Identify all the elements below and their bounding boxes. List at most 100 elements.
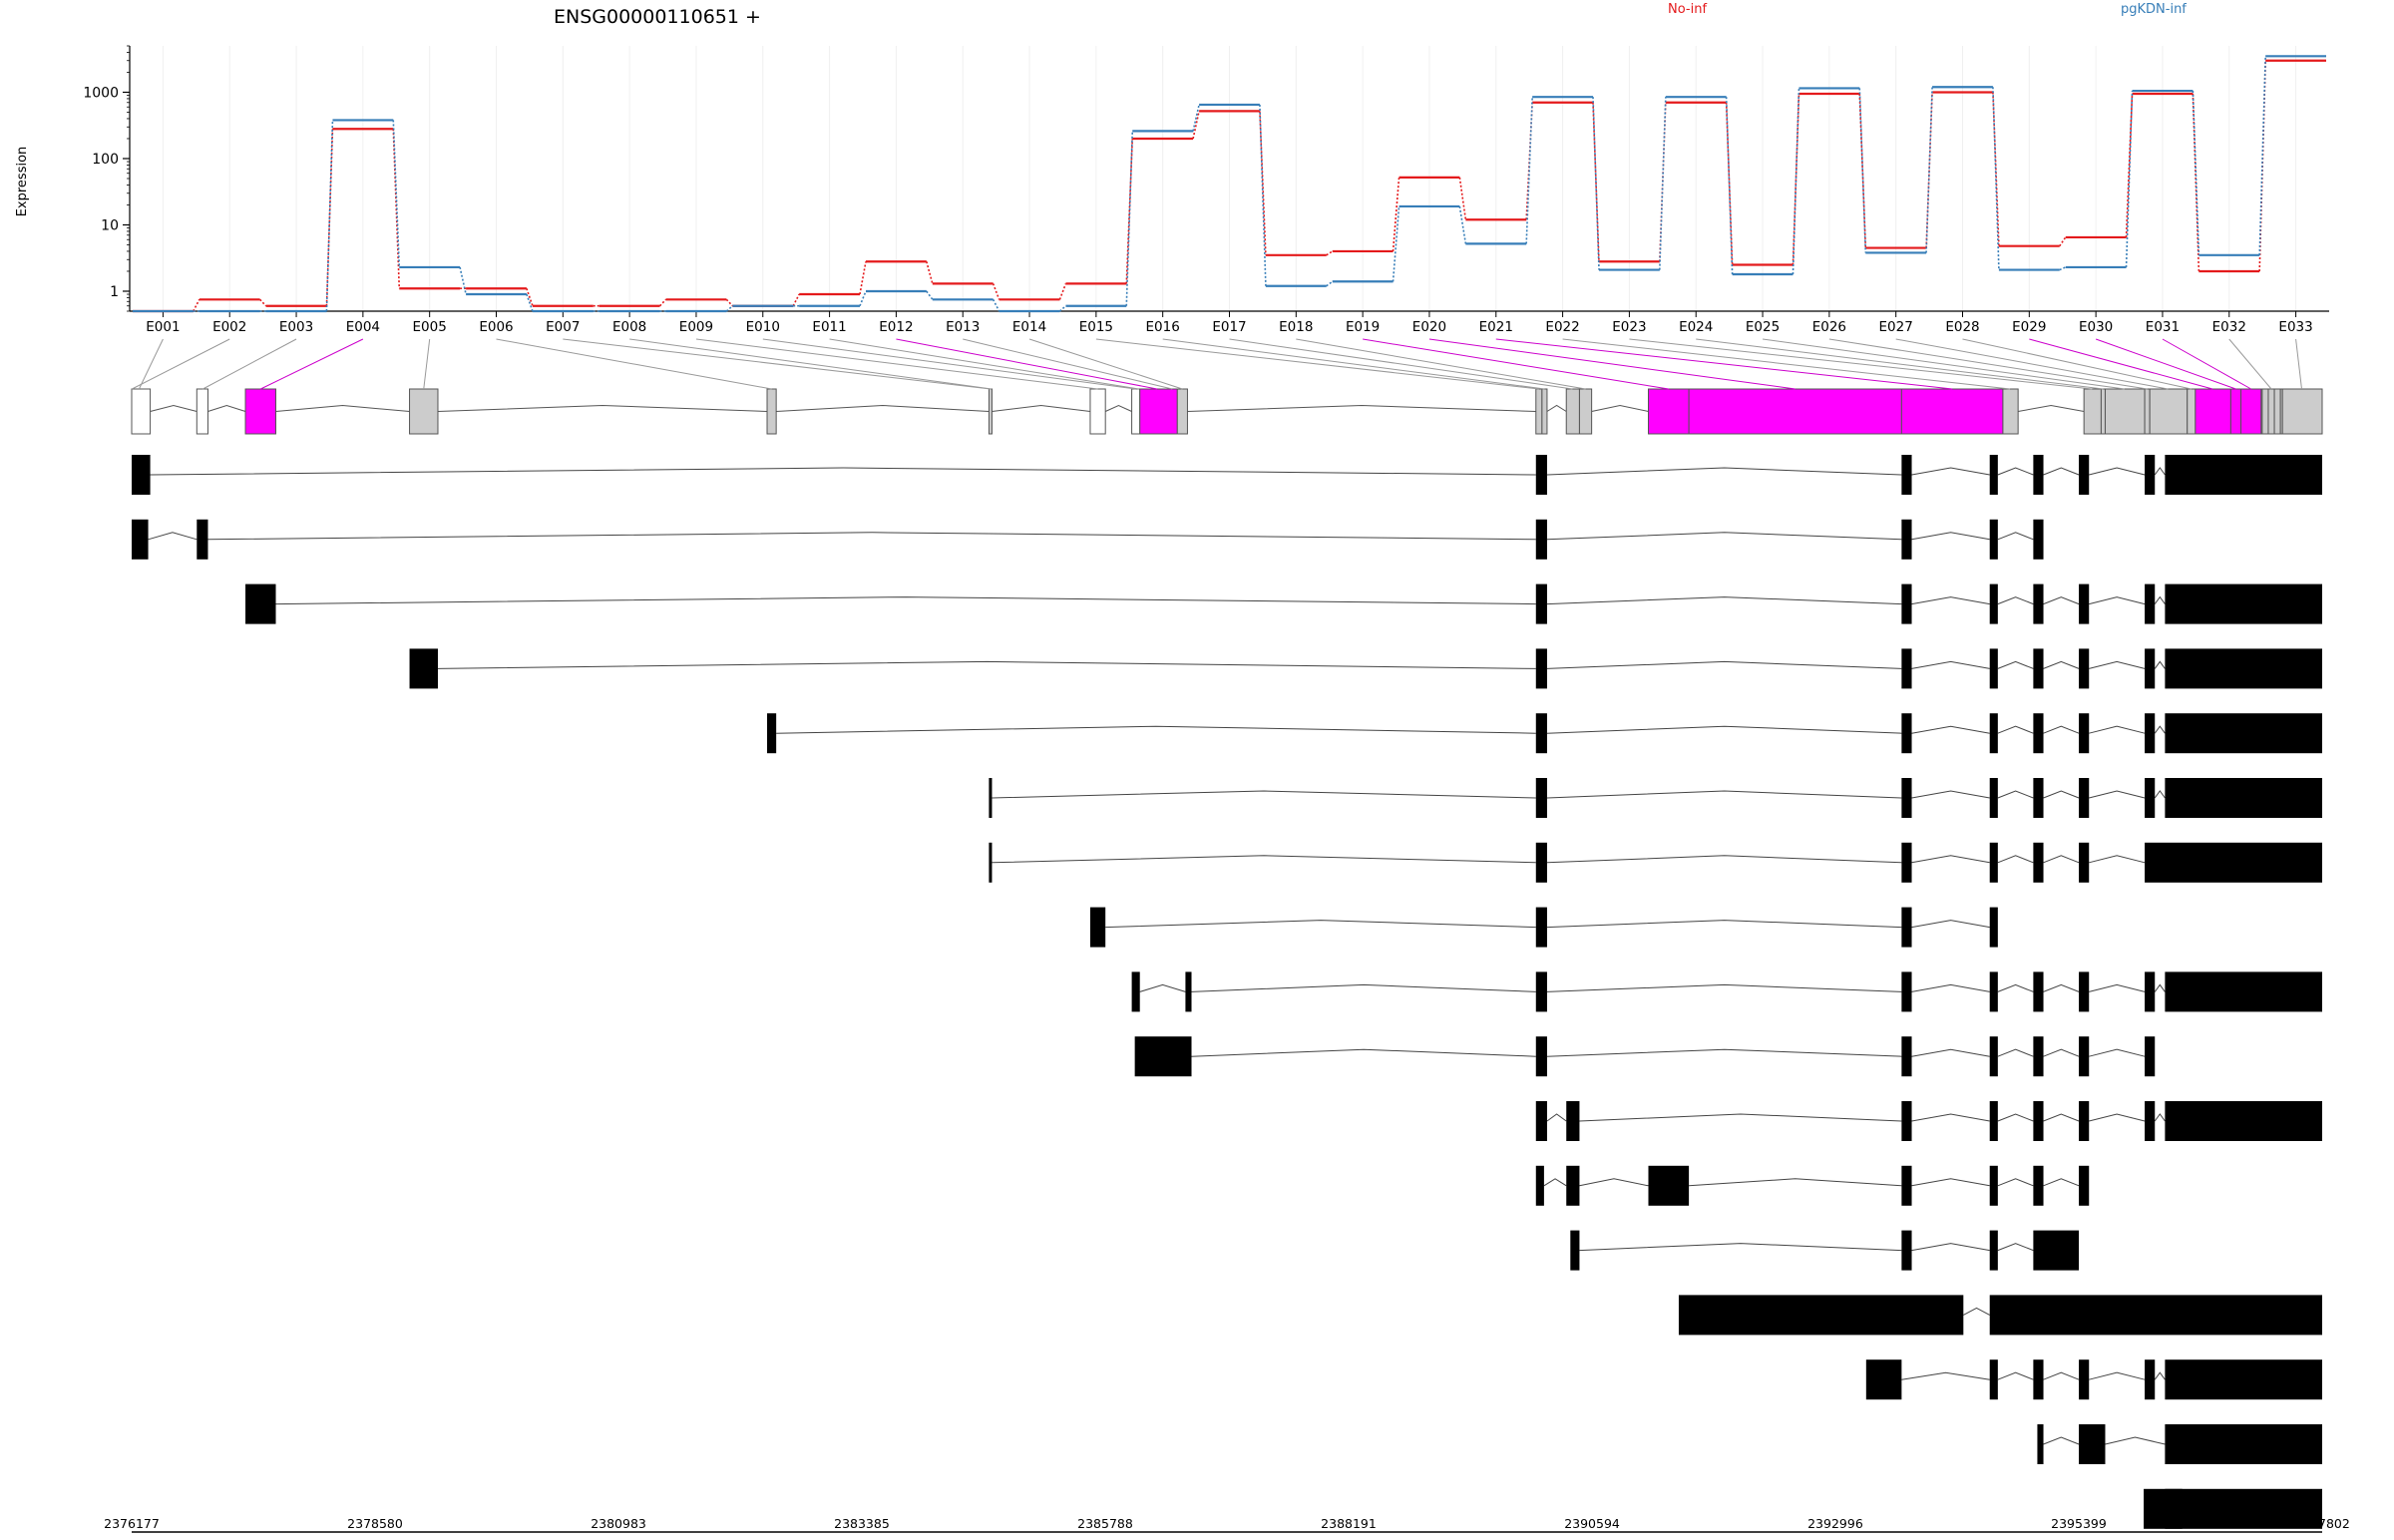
exon-connector-e013 <box>963 338 1173 390</box>
transcript-exon <box>2079 583 2090 624</box>
transcript-exon <box>2165 1488 2322 1529</box>
transcript-intron <box>1546 596 1902 605</box>
transcript-intron <box>1911 1243 1990 1252</box>
transcript-exon <box>1989 1165 1998 1206</box>
exon-box-e006 <box>988 388 993 435</box>
transcript-intron <box>2089 596 2146 605</box>
transcript-track-15 <box>1865 1359 2322 1400</box>
transcript-intron <box>148 532 198 541</box>
series-connector <box>1326 250 1334 256</box>
transcript-exon <box>767 713 777 754</box>
transcript-intron <box>1997 1048 2034 1057</box>
x-tick-label-e013: E013 <box>946 319 980 335</box>
transcript-exon <box>1989 519 1998 560</box>
transcript-exon <box>2079 1036 2090 1077</box>
transcript-intron <box>437 660 1536 669</box>
transcript-exon <box>1535 519 1547 560</box>
genome-tick-label: 2390594 <box>1564 1516 1620 1531</box>
genome-tick-label: 2380983 <box>591 1516 646 1531</box>
series-connector <box>1858 88 1867 253</box>
transcript-intron <box>1911 596 1990 605</box>
transcript-exon <box>1566 1101 1580 1141</box>
x-tick-label-e032: E032 <box>2212 319 2246 335</box>
transcript-intron <box>1546 467 1902 476</box>
transcript-intron <box>1546 660 1902 669</box>
exon-box-e005 <box>766 388 777 435</box>
exon-connector-e024 <box>1696 338 2104 390</box>
series-connector <box>926 290 934 300</box>
transcript-exon <box>2033 1359 2044 1400</box>
exon-connector-e015 <box>1095 338 1539 390</box>
transcript-track-2 <box>132 519 2044 560</box>
exon-box-e009 <box>1139 388 1178 435</box>
y-tick-label: 100 <box>92 152 119 168</box>
series-connector <box>193 298 200 312</box>
transcript-exon <box>2145 1101 2156 1141</box>
exon-box-e007 <box>1089 388 1106 435</box>
transcript-exon <box>1901 583 1912 624</box>
series-connector <box>1792 88 1800 275</box>
exon-connector-e010 <box>762 338 1136 390</box>
transcript-exon <box>2165 1359 2322 1400</box>
exon-box-e018 <box>2002 388 2019 435</box>
transcript-exon <box>1989 778 1998 818</box>
transcript-exon <box>1535 778 1547 818</box>
series-connector <box>1592 97 1600 270</box>
transcript-exon <box>1535 842 1547 883</box>
series-connector <box>926 261 934 284</box>
genome-tick-label: 2385788 <box>1077 1516 1133 1531</box>
exon-connector-e006 <box>496 338 772 390</box>
series-connector <box>1792 93 1800 265</box>
transcript-exon <box>1535 971 1547 1012</box>
exon-box-e026 <box>2229 388 2242 435</box>
series-connector <box>392 120 401 267</box>
transcript-intron <box>2154 595 2166 604</box>
exon-box-e013 <box>1565 388 1580 435</box>
transcript-intron <box>2154 790 2166 799</box>
series-connector <box>1659 97 1667 270</box>
transcript-exon <box>2145 842 2322 883</box>
transcript-track-6 <box>989 778 2322 818</box>
exon-connector-e008 <box>629 338 993 390</box>
series-connector <box>992 298 1000 312</box>
y-tick-label: 1 <box>110 284 119 300</box>
transcript-exon <box>2079 713 2090 754</box>
exon-box-e031 <box>2273 388 2281 435</box>
transcript-exon <box>2033 1230 2080 1271</box>
transcript-track-4 <box>409 648 2322 689</box>
transcript-track-16 <box>2037 1424 2322 1464</box>
transcript-intron <box>2043 1113 2080 1122</box>
axes: 1 10 100 1000 E001 E002 E003 E004 E005 E006 E007 E0… <box>83 45 2329 335</box>
exon-box-e027 <box>2240 388 2262 435</box>
series-lines <box>133 55 2326 313</box>
transcript-intron <box>2154 983 2166 992</box>
x-tick-label-e008: E008 <box>612 319 646 335</box>
transcript-intron <box>1579 1113 1902 1122</box>
exon-box-e001 <box>131 388 152 435</box>
exon-map-intron <box>150 404 198 412</box>
transcript-intron <box>2105 1436 2166 1445</box>
transcript-exon <box>2079 1165 2090 1206</box>
exon-box-e030 <box>2267 388 2275 435</box>
transcript-intron <box>2154 467 2166 476</box>
exon-box-e014 <box>1578 388 1593 435</box>
exon-connector-e027 <box>1895 338 2169 390</box>
exon-box-e022 <box>2144 388 2151 435</box>
transcript-intron <box>207 532 1536 541</box>
transcript-exon <box>2079 455 2090 495</box>
transcript-exon <box>1989 1359 1998 1400</box>
transcript-intron <box>1579 1178 1649 1187</box>
transcript-intron <box>1911 983 1990 992</box>
transcript-intron <box>1997 1371 2034 1380</box>
x-tick-label-e003: E003 <box>279 319 313 335</box>
transcript-intron <box>1689 1178 1902 1187</box>
exon-connector-e019 <box>1363 338 1669 390</box>
exon-connector-e005 <box>423 338 431 390</box>
transcript-exon <box>2033 842 2044 883</box>
transcript-intron <box>2089 983 2146 992</box>
transcript-intron <box>2154 1113 2166 1122</box>
transcript-exon <box>1865 1359 1902 1400</box>
transcript-exon <box>2165 583 2322 624</box>
transcript-intron <box>1997 467 2034 476</box>
series-connector <box>1058 283 1067 300</box>
